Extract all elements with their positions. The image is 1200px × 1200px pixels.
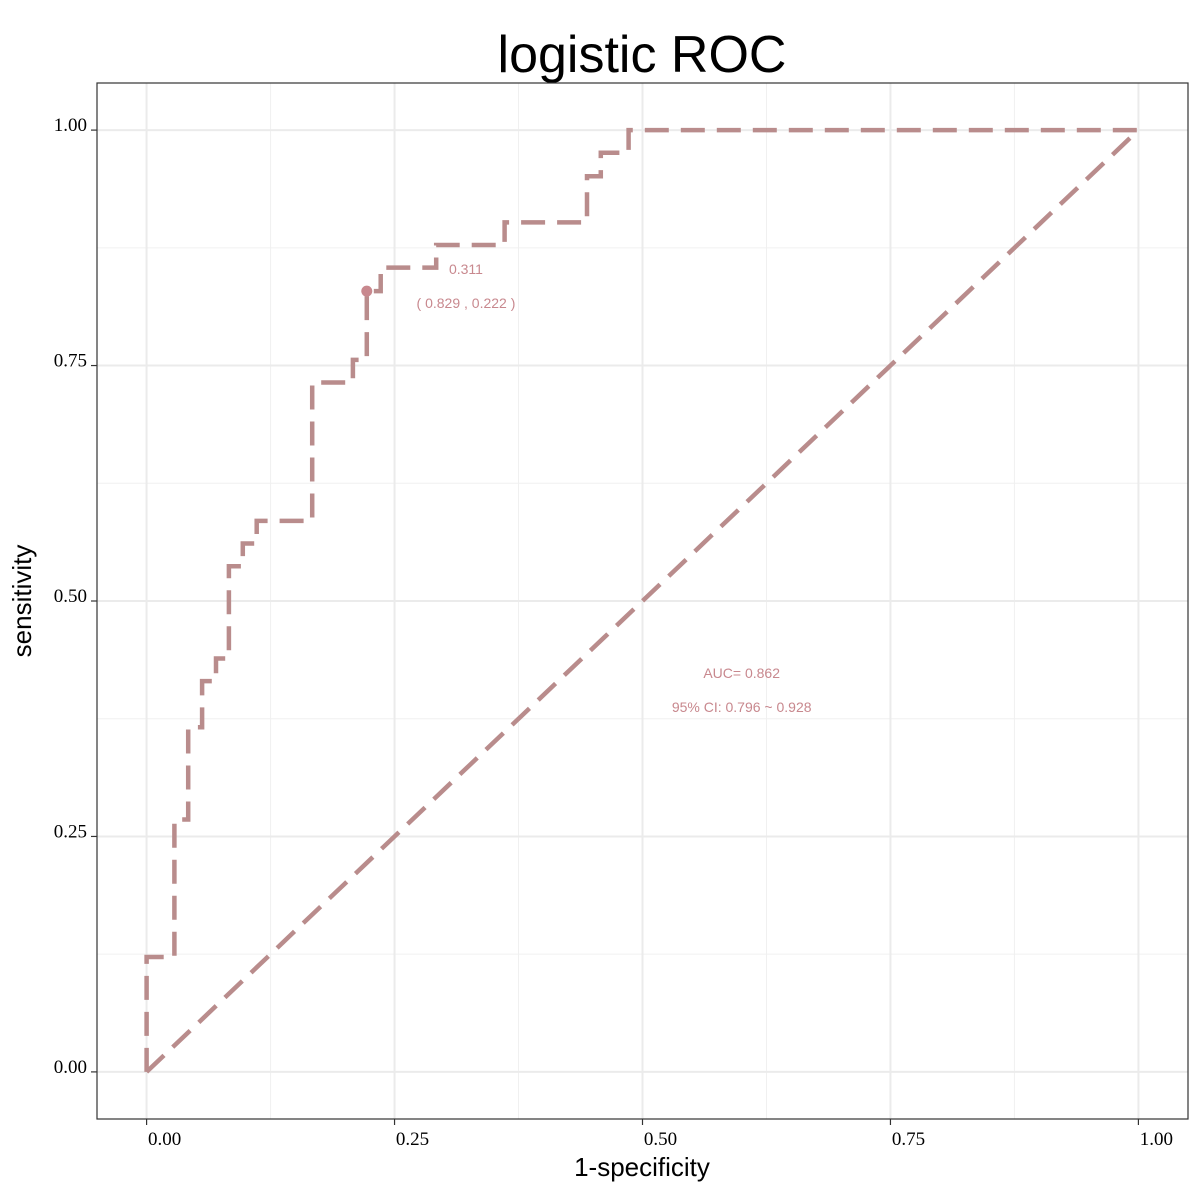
x-tick-label: 0.00 [148, 1129, 181, 1150]
grid-layer [97, 83, 1188, 1119]
y-axis-title: sensitivity [7, 545, 37, 658]
annotation-label: ( 0.829 , 0.222 ) [417, 295, 516, 311]
optimal-cutoff-point [361, 285, 373, 297]
series-layer [144, 127, 1140, 1074]
x-axis-title: 1-specificity [574, 1152, 710, 1182]
y-tick-label: 1.00 [54, 115, 87, 136]
x-tick-label: 0.75 [892, 1129, 925, 1150]
annotation-label: 95% CI: 0.796 ~ 0.928 [672, 699, 812, 715]
x-axis-ticks: 0.00 0.25 0.50 0.75 1.00 [145, 1119, 1173, 1150]
marker-layer [361, 285, 373, 297]
annotation-label: 0.311 [449, 261, 483, 277]
chart-title: logistic ROC [498, 26, 787, 84]
y-tick-label: 0.50 [54, 586, 87, 607]
x-tick-label: 1.00 [1140, 1129, 1173, 1150]
y-tick-label: 0.25 [54, 821, 87, 842]
y-axis-ticks: 0.00 0.25 0.50 0.75 1.00 [54, 115, 97, 1078]
y-tick-label: 0.00 [54, 1057, 87, 1078]
reference-diagonal-line [145, 128, 1140, 1074]
y-tick-label: 0.75 [54, 351, 87, 372]
x-tick-label: 0.25 [396, 1129, 429, 1150]
annotation-label: AUC= 0.862 [703, 665, 780, 681]
annotation-layer: 0.311 ( 0.829 , 0.222 ) AUC= 0.862 95% CI: … [417, 261, 812, 715]
x-tick-label: 0.50 [644, 1129, 677, 1150]
roc-curve-line [144, 127, 1139, 1072]
